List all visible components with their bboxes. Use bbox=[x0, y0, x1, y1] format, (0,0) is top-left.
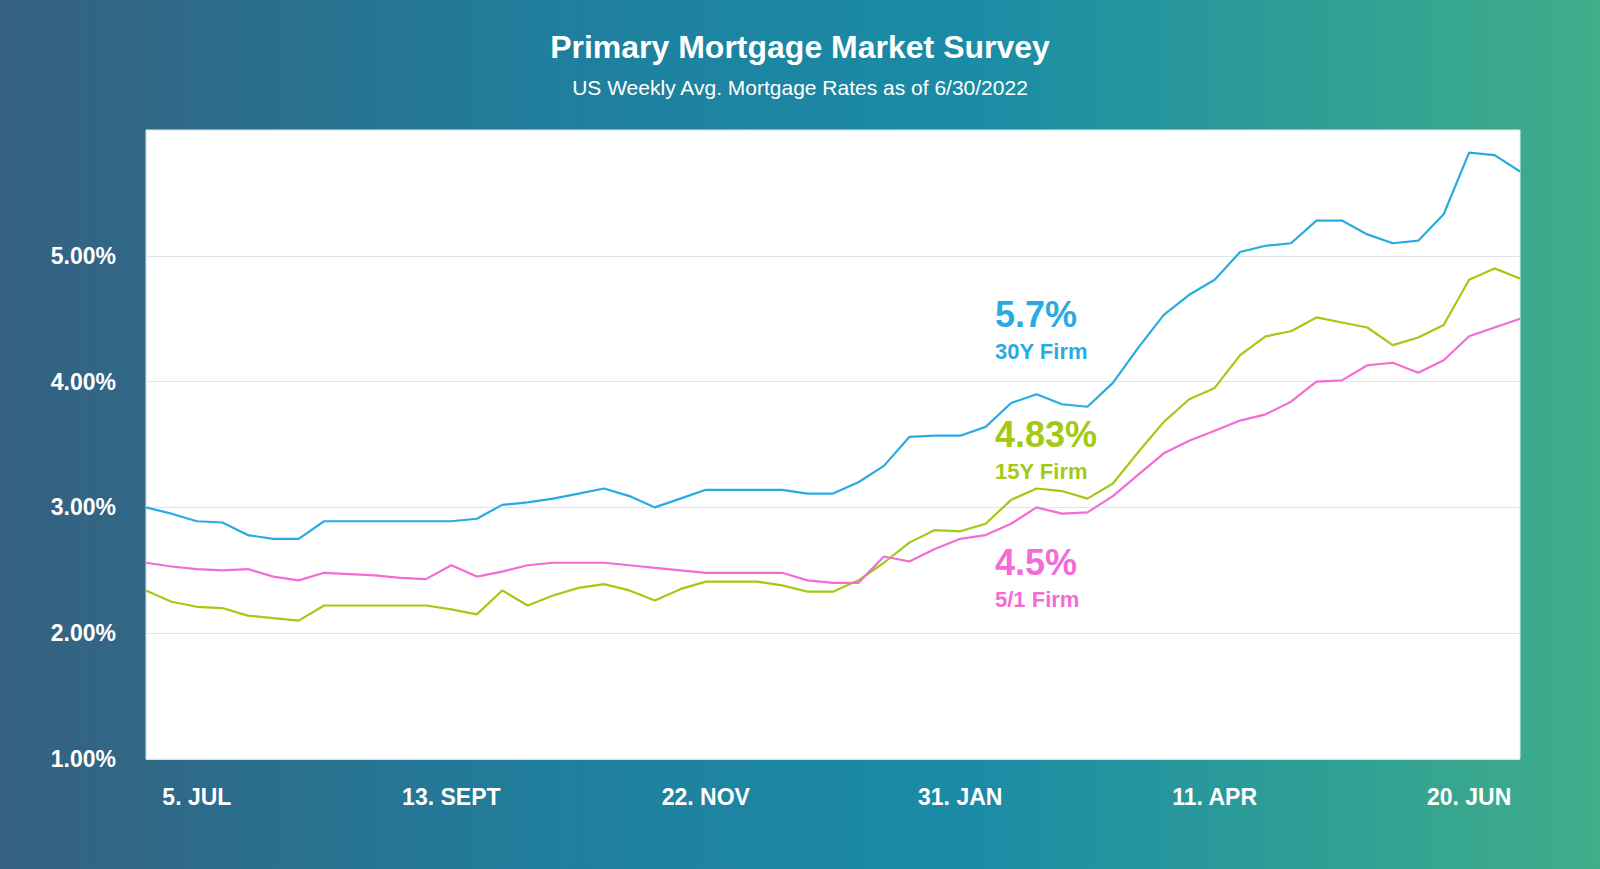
svg-text:13. SEPT: 13. SEPT bbox=[402, 784, 500, 810]
svg-text:5.00%: 5.00% bbox=[51, 243, 116, 269]
svg-text:4.83%: 4.83% bbox=[995, 414, 1097, 455]
svg-text:Primary Mortgage Market Survey: Primary Mortgage Market Survey bbox=[550, 29, 1050, 65]
svg-text:11. APR: 11. APR bbox=[1172, 784, 1257, 810]
svg-text:5.7%: 5.7% bbox=[995, 294, 1077, 335]
svg-text:4.5%: 4.5% bbox=[995, 542, 1077, 583]
svg-text:5. JUL: 5. JUL bbox=[162, 784, 231, 810]
svg-text:2.00%: 2.00% bbox=[51, 620, 116, 646]
svg-text:3.00%: 3.00% bbox=[51, 494, 116, 520]
svg-text:31. JAN: 31. JAN bbox=[918, 784, 1002, 810]
svg-text:22. NOV: 22. NOV bbox=[662, 784, 751, 810]
svg-text:4.00%: 4.00% bbox=[51, 369, 116, 395]
svg-text:20. JUN: 20. JUN bbox=[1427, 784, 1511, 810]
svg-text:15Y Firm: 15Y Firm bbox=[995, 459, 1088, 484]
svg-text:30Y Firm: 30Y Firm bbox=[995, 339, 1088, 364]
svg-text:5/1 Firm: 5/1 Firm bbox=[995, 587, 1079, 612]
svg-text:US Weekly Avg. Mortgage Rates: US Weekly Avg. Mortgage Rates as of 6/30… bbox=[572, 76, 1028, 99]
svg-text:1.00%: 1.00% bbox=[51, 746, 116, 772]
